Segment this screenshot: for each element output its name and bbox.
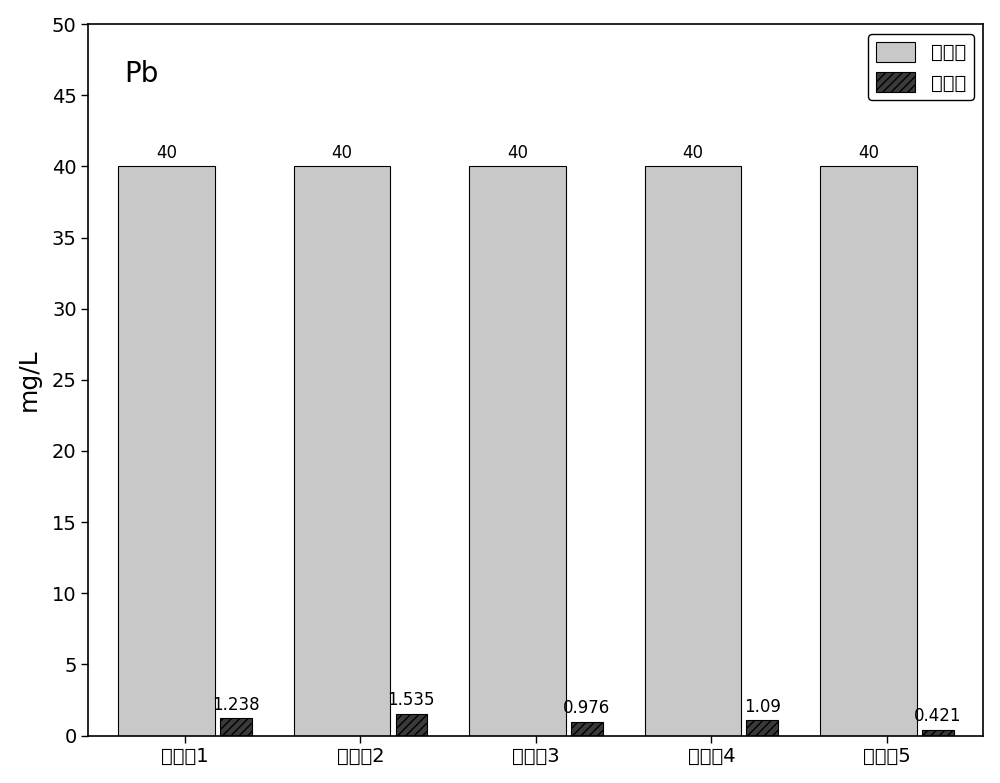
Bar (294, 167, 390, 735)
Text: 0.976: 0.976 (563, 699, 610, 717)
Text: 40: 40 (682, 144, 703, 162)
Bar (220, 718, 252, 735)
Text: 40: 40 (507, 144, 528, 162)
Bar (922, 730, 954, 735)
Text: Pb: Pb (124, 60, 159, 88)
Y-axis label: mg/L: mg/L (17, 348, 41, 411)
Text: 1.535: 1.535 (388, 691, 435, 709)
Text: 40: 40 (156, 144, 177, 162)
Bar (820, 167, 917, 735)
Text: 1.238: 1.238 (212, 695, 260, 713)
Text: 0.421: 0.421 (914, 707, 961, 725)
Legend: 吸附前, 吸附后: 吸附前, 吸附后 (868, 34, 974, 100)
Text: 40: 40 (858, 144, 879, 162)
Text: 1.09: 1.09 (744, 698, 781, 716)
Bar (469, 167, 566, 735)
Bar (118, 167, 215, 735)
Bar (571, 722, 603, 735)
Text: 40: 40 (332, 144, 353, 162)
Bar (396, 713, 427, 735)
Bar (645, 167, 741, 735)
Bar (746, 720, 778, 735)
